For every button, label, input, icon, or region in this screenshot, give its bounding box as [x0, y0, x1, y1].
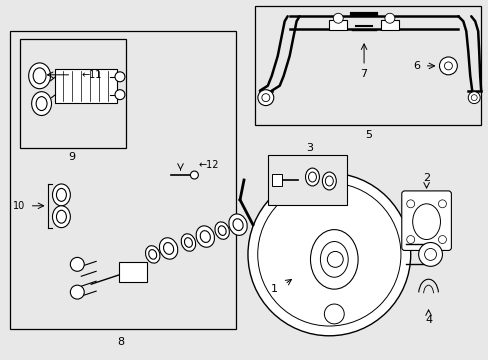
- Circle shape: [470, 95, 476, 100]
- Text: 7: 7: [360, 69, 367, 79]
- Text: 9: 9: [68, 152, 75, 162]
- Circle shape: [257, 183, 400, 326]
- Circle shape: [424, 248, 436, 260]
- Text: 5: 5: [365, 130, 372, 140]
- Circle shape: [70, 285, 84, 299]
- Circle shape: [262, 94, 269, 102]
- Ellipse shape: [320, 242, 347, 277]
- Ellipse shape: [36, 96, 47, 111]
- FancyBboxPatch shape: [401, 191, 450, 251]
- Ellipse shape: [412, 204, 440, 239]
- Ellipse shape: [145, 246, 160, 263]
- Circle shape: [324, 304, 344, 324]
- Ellipse shape: [218, 226, 225, 235]
- Ellipse shape: [29, 63, 50, 89]
- Circle shape: [444, 62, 451, 70]
- Ellipse shape: [159, 238, 178, 259]
- Ellipse shape: [163, 243, 173, 255]
- Circle shape: [418, 243, 442, 266]
- Ellipse shape: [52, 184, 70, 206]
- Ellipse shape: [181, 234, 195, 251]
- Text: 1: 1: [270, 284, 277, 294]
- Circle shape: [438, 235, 446, 243]
- Bar: [254, 6, 480, 125]
- Circle shape: [468, 92, 479, 104]
- Text: 8: 8: [117, 337, 124, 347]
- Text: 2: 2: [422, 173, 429, 183]
- Ellipse shape: [232, 219, 243, 230]
- Text: 4: 4: [424, 315, 431, 325]
- Circle shape: [439, 57, 456, 75]
- Ellipse shape: [325, 176, 333, 186]
- Ellipse shape: [196, 226, 214, 247]
- Circle shape: [438, 200, 446, 208]
- Bar: [267, 155, 346, 205]
- Circle shape: [115, 72, 124, 82]
- Circle shape: [326, 251, 343, 267]
- Ellipse shape: [33, 68, 46, 84]
- Text: ←12: ←12: [198, 160, 219, 170]
- Ellipse shape: [56, 188, 66, 201]
- Bar: [328, 20, 346, 30]
- Circle shape: [247, 173, 410, 336]
- Circle shape: [406, 235, 414, 243]
- Ellipse shape: [52, 206, 70, 228]
- Ellipse shape: [308, 172, 316, 182]
- Circle shape: [384, 13, 394, 23]
- Ellipse shape: [215, 222, 229, 239]
- Ellipse shape: [148, 249, 156, 259]
- Ellipse shape: [56, 210, 66, 223]
- Ellipse shape: [305, 168, 319, 186]
- Ellipse shape: [200, 231, 210, 242]
- Circle shape: [190, 171, 198, 179]
- Bar: [10, 31, 236, 329]
- Ellipse shape: [228, 214, 247, 235]
- Ellipse shape: [32, 92, 51, 116]
- Bar: [380, 20, 398, 30]
- Bar: [20, 39, 126, 148]
- Circle shape: [115, 90, 124, 100]
- Circle shape: [257, 90, 273, 105]
- Text: 10: 10: [14, 201, 26, 211]
- Bar: [119, 262, 146, 282]
- Circle shape: [333, 13, 343, 23]
- Text: ←11: ←11: [81, 70, 102, 80]
- Ellipse shape: [310, 230, 357, 289]
- Ellipse shape: [322, 172, 336, 190]
- Text: 6: 6: [413, 61, 420, 71]
- Bar: [55, 69, 117, 103]
- Text: 3: 3: [305, 143, 312, 153]
- Bar: [271, 174, 281, 186]
- Ellipse shape: [184, 238, 192, 247]
- Circle shape: [70, 257, 84, 271]
- Circle shape: [406, 200, 414, 208]
